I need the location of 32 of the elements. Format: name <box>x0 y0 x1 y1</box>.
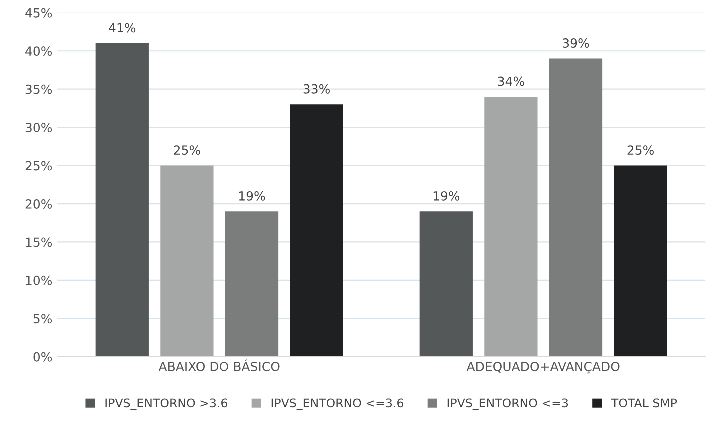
y-tick-label: 25% <box>26 161 52 171</box>
data-label: 25% <box>174 146 200 156</box>
data-label: 34% <box>498 76 524 86</box>
x-tick-label: ABAIXO DO BÁSICO <box>158 360 280 372</box>
bar <box>96 43 149 357</box>
legend-label: IPVS_ENTORNO >3.6 <box>106 398 228 410</box>
y-tick-label: 5% <box>34 314 52 324</box>
y-tick-label: 45% <box>26 8 52 18</box>
data-label: 19% <box>434 191 460 201</box>
legend-label: IPVS_ENTORNO <=3.6 <box>272 398 404 410</box>
data-label: 39% <box>563 38 590 48</box>
y-tick-label: 15% <box>26 238 52 248</box>
bar <box>225 212 279 357</box>
y-tick-label: 0% <box>34 352 52 362</box>
x-tick-label: ADEQUADO+AVANÇADO <box>466 362 620 374</box>
data-label: 33% <box>304 84 330 94</box>
y-tick-label: 30% <box>26 123 52 132</box>
bar <box>420 212 473 357</box>
bar <box>290 104 344 357</box>
y-tick-label: 20% <box>26 199 52 209</box>
data-label: 25% <box>628 146 654 156</box>
bar <box>549 58 603 357</box>
y-tick-label: 35% <box>26 84 52 94</box>
y-tick-label: 10% <box>26 276 52 286</box>
data-label: 41% <box>109 23 136 33</box>
bar <box>614 166 668 357</box>
y-tick-label: 40% <box>26 46 52 56</box>
legend-label: TOTAL SMP <box>611 398 678 408</box>
data-label: 19% <box>239 191 266 201</box>
legend-label: IPVS_ENTORNO <=3 <box>448 398 568 410</box>
bar <box>160 166 214 357</box>
bar <box>484 96 538 357</box>
